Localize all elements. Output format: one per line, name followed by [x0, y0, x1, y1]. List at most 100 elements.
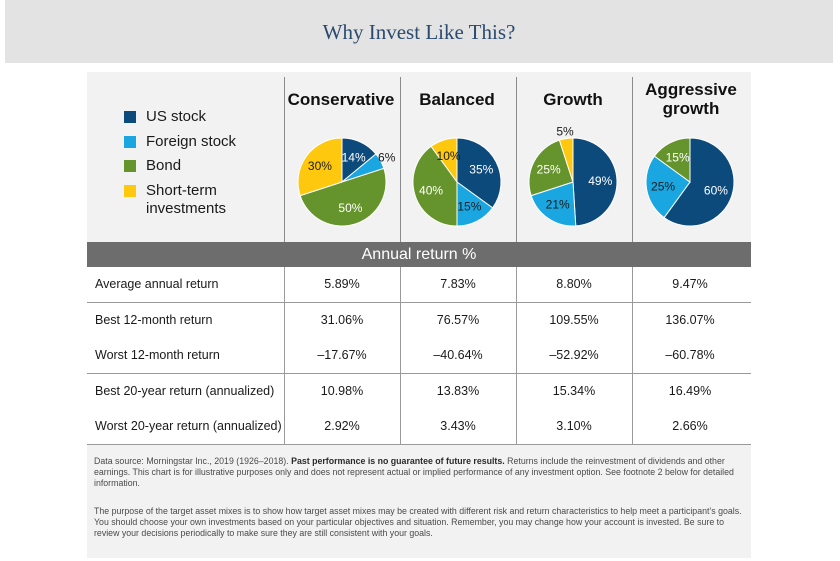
row-label: Best 20-year return (annualized) [95, 383, 275, 398]
pie-slice-growth-foreign-stock [530, 181, 577, 227]
cell-divider [400, 409, 401, 445]
cell-divider [516, 338, 517, 374]
pie-label: 49% [588, 174, 612, 188]
footnote-details: Returns include the reinvestment of divi… [94, 456, 734, 488]
table-cell: 7.83% [440, 277, 476, 291]
cell-divider [400, 267, 401, 302]
pie-label: 35% [469, 163, 493, 177]
table-cell: 9.47% [672, 277, 708, 291]
cell-divider [632, 302, 633, 338]
cell-divider [284, 338, 285, 374]
table-cell: 2.66% [672, 419, 708, 434]
table-cell: 31.06% [320, 312, 364, 327]
legend-swatch [124, 111, 136, 123]
column-divider [400, 77, 401, 242]
pie-label: 15% [457, 199, 481, 213]
cell-divider [516, 267, 517, 302]
table-cell: –52.92% [549, 348, 599, 363]
footnote-purpose: The purpose of the target asset mixes is… [94, 506, 742, 538]
pie-label: 60% [704, 183, 728, 197]
cell-divider [284, 373, 285, 409]
pie-slice-aggressive-growth-us-stock [663, 137, 735, 227]
pie-label: 14% [342, 150, 366, 164]
table-cell: 2.92% [324, 419, 360, 434]
pie-label: 40% [419, 183, 443, 197]
cell-divider [516, 409, 517, 445]
row-label: Worst 12-month return [95, 348, 220, 363]
cell-divider [400, 338, 401, 374]
legend-label: US stock [146, 108, 207, 125]
table-cell: 3.43% [440, 419, 476, 434]
pie-label: 25% [537, 163, 561, 177]
footnote-disclaimer: Past performance is no guarantee of futu… [291, 456, 505, 466]
cell-divider [284, 302, 285, 338]
legend-label: Foreign stock [146, 133, 237, 150]
legend-swatch [124, 185, 136, 197]
table-cell: –60.78% [665, 348, 715, 363]
cell-divider [516, 302, 517, 338]
pie-slice-conservative-short-term-investments [297, 137, 343, 197]
cell-divider [516, 373, 517, 409]
pie-label: 30% [308, 159, 332, 173]
table-row: Worst 12-month return –17.67% –40.64% –52.9… [87, 338, 751, 375]
cell-divider [400, 302, 401, 338]
pie-label: 50% [338, 201, 362, 215]
pie-label: 25% [651, 179, 675, 193]
table-row: Best 12-month return 31.06% 76.57% 109.55% 1… [87, 302, 751, 339]
table-row: Best 20-year return (annualized) 10.98% 13… [87, 373, 751, 410]
pie-label: 15% [666, 151, 690, 165]
table-cell: 8.80% [556, 277, 592, 291]
row-label: Worst 20-year return (annualized) [95, 419, 282, 434]
pie-slice-growth-bond [528, 139, 574, 197]
table-cell: 15.34% [552, 383, 596, 398]
table-cell: 5.89% [324, 277, 360, 291]
pie-label: 6% [378, 150, 396, 164]
column-divider [632, 77, 633, 242]
page-title: Why Invest Like This? [322, 20, 516, 44]
footnote-source: Data source: Morningstar Inc., 2019 (192… [94, 456, 289, 466]
column-divider [516, 77, 517, 242]
legend-label: Bond [146, 157, 182, 174]
column-header-aggressive-growth: Aggressive growth [645, 80, 737, 118]
legend-swatch [124, 136, 136, 148]
annual-return-header: Annual return % [87, 242, 751, 267]
pie-slice-growth-us-stock [572, 137, 618, 227]
row-label: Best 12-month return [95, 312, 213, 327]
pie-slice-aggressive-growth-foreign-stock [645, 155, 691, 219]
table-cell: 10.98% [320, 383, 364, 398]
legend-swatch [124, 160, 136, 172]
pie-label: 10% [437, 149, 461, 163]
footnote-data-source: Data source: Morningstar Inc., 2019 (192… [94, 456, 744, 489]
cell-divider [632, 267, 633, 302]
pie-label: 21% [546, 198, 570, 212]
table-cell: 3.10% [556, 419, 592, 434]
column-header-conservative: Conservative [287, 89, 395, 109]
header-band [5, 0, 833, 63]
column-header-balanced: Balanced [419, 89, 495, 109]
pie-slice-growth-short-term-investments [558, 137, 574, 183]
table-cell: 76.57% [436, 312, 480, 327]
pie-slice-balanced-short-term-investments [430, 137, 458, 184]
pie-slice-aggressive-growth-bond [653, 137, 691, 183]
row-label: Average annual return [95, 277, 219, 291]
pie-slice-conservative-bond [299, 167, 387, 227]
table-cell: 109.55% [549, 312, 599, 327]
table-row: Average annual return 5.89% 7.83% 8.80% 9.47… [87, 267, 751, 303]
pie-label: 5% [556, 125, 574, 139]
legend-label: Short-term investments [146, 182, 227, 217]
table-cell: 16.49% [668, 383, 712, 398]
cell-divider [632, 409, 633, 445]
cell-divider [284, 409, 285, 445]
table-cell: 136.07% [665, 312, 715, 327]
cell-divider [632, 373, 633, 409]
column-header-growth: Growth [543, 89, 603, 109]
table-row: Worst 20-year return (annualized) 2.92% 3.… [87, 409, 751, 446]
table-cell: 13.83% [436, 383, 480, 398]
column-divider [284, 77, 285, 242]
cell-divider [284, 267, 285, 302]
table-cell: –17.67% [317, 348, 367, 363]
pie-slice-balanced-us-stock [456, 137, 502, 209]
pie-slice-balanced-bond [412, 145, 458, 227]
cell-divider [400, 373, 401, 409]
